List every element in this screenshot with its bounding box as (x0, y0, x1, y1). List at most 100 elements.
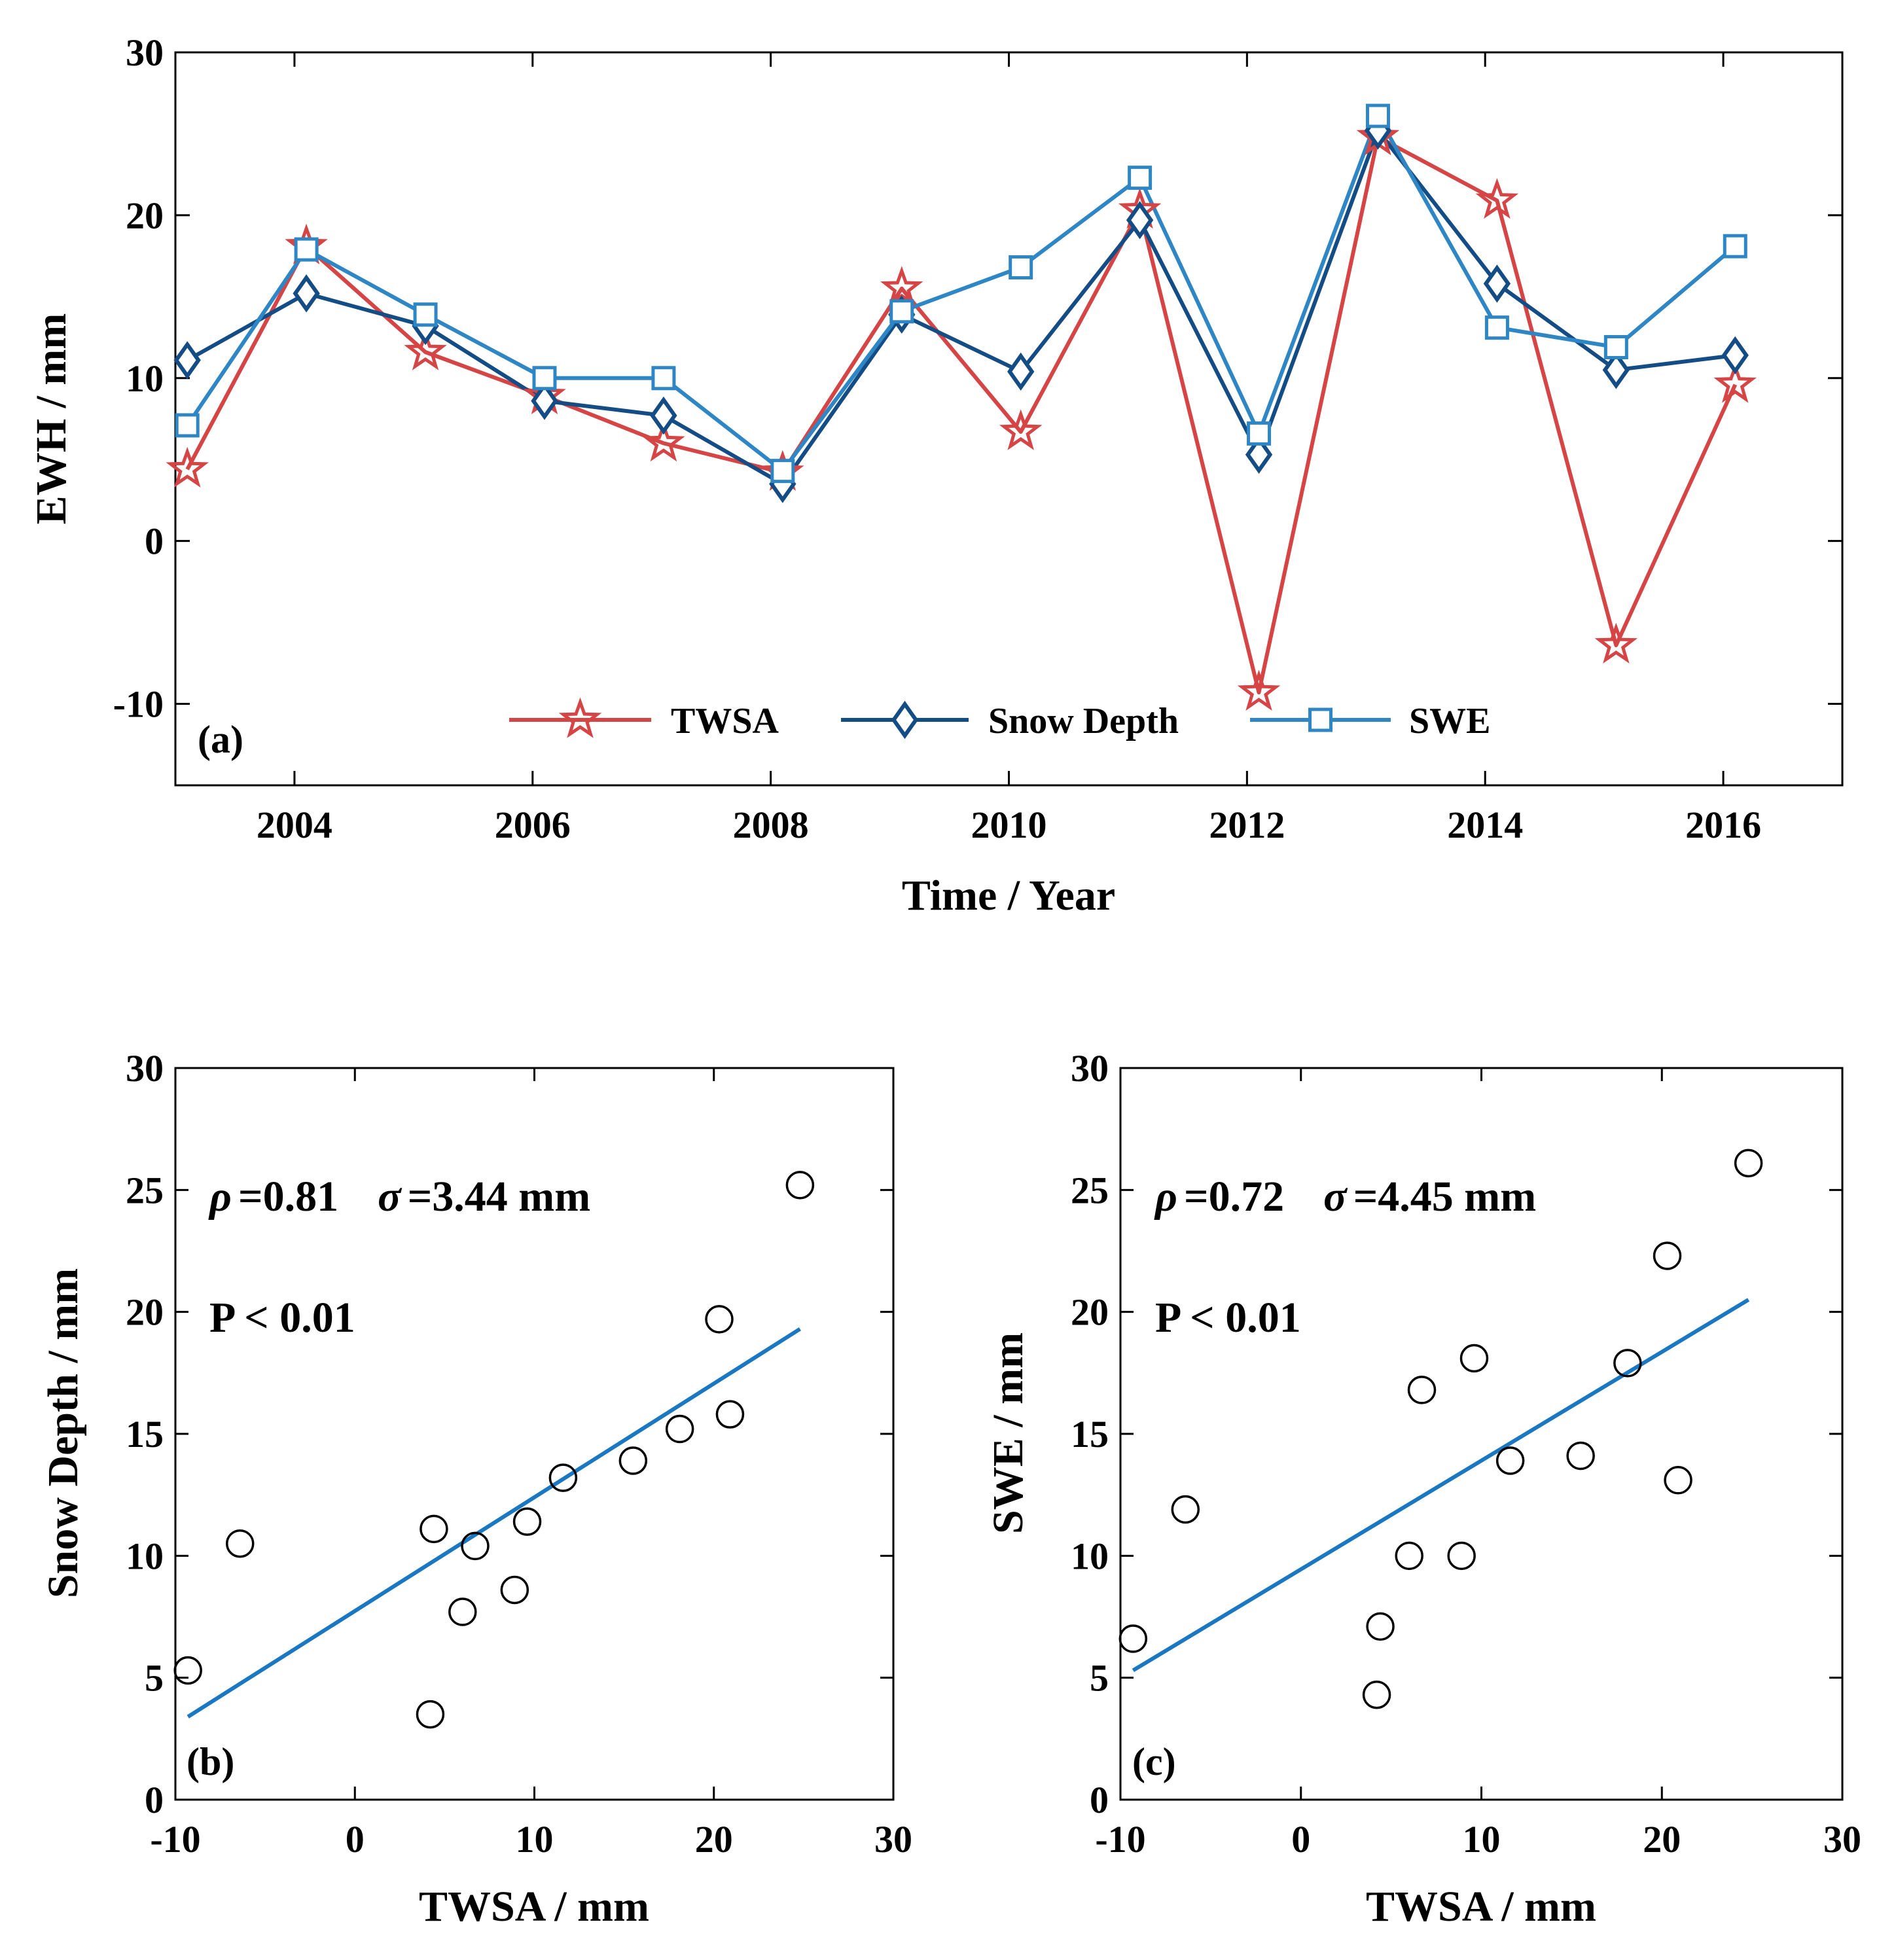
series-line-swe (185, 114, 1737, 473)
y-tick-label: 25 (1071, 1169, 1109, 1211)
y-tick-label: 10 (1071, 1535, 1109, 1577)
time-series-y-axis-label: EWH / mm (27, 313, 75, 525)
panel-label-b: (b) (187, 1740, 234, 1783)
scatter-point (461, 1531, 490, 1561)
time-series-ticks: 2004 2006 2008 2010 2012 2014 2016 -10 0 10 20 30 (113, 31, 1842, 846)
series-line-twsa (185, 135, 1738, 695)
scatter-point (1459, 1344, 1489, 1373)
swe-p-value: P < 0.01 (1155, 1294, 1301, 1342)
y-tick-label: 30 (126, 1047, 164, 1090)
legend-marker-swe (1308, 707, 1333, 732)
panel-label-c: (c) (1132, 1740, 1176, 1783)
panel-label-a: (a) (198, 718, 243, 761)
legend-label-snow-depth: Snow Depth (988, 701, 1179, 741)
scatter-point (1118, 1624, 1148, 1653)
data-point-swe (532, 366, 557, 391)
y-tick-label: 25 (126, 1169, 164, 1211)
y-tick-label: 10 (126, 357, 164, 400)
rho-value: =0.72 (1184, 1173, 1284, 1221)
sigma-value: =4.45 mm (1353, 1173, 1537, 1221)
scatter-point (225, 1529, 255, 1558)
x-tick-label: -10 (1095, 1818, 1145, 1861)
scatter-point (785, 1171, 815, 1200)
data-point-twsa (1475, 178, 1519, 219)
data-point-swe (770, 459, 795, 484)
legend-marker-swe (1308, 707, 1333, 732)
scatter-point (1366, 1612, 1395, 1641)
scatter-point (1495, 1446, 1525, 1475)
y-tick-label: 5 (1090, 1657, 1109, 1700)
time-series-lines (166, 103, 1757, 711)
data-point-swe (651, 366, 676, 391)
data-point-snow-depth (173, 341, 201, 380)
swe-scatter-y-axis-label: SWE / mm (984, 1332, 1032, 1534)
x-tick-label: 2004 (257, 804, 332, 846)
data-point-swe (1365, 103, 1390, 128)
y-tick-label: 0 (1090, 1779, 1109, 1821)
y-tick-label: 20 (126, 194, 164, 237)
snow-depth-scatter-x-axis-label: TWSA / mm (419, 1883, 649, 1931)
y-tick-label: 20 (126, 1291, 164, 1334)
swe-scatter-x-axis-label: TWSA / mm (1366, 1883, 1596, 1931)
data-point-swe (1603, 334, 1628, 359)
sigma-symbol: σ (378, 1173, 402, 1221)
rho-symbol: ρ (208, 1173, 232, 1221)
scatter-point (512, 1507, 542, 1536)
data-point-snow-depth (1483, 264, 1511, 303)
data-point-swe (413, 302, 438, 327)
scatter-point (448, 1597, 477, 1626)
scatter-point (416, 1700, 445, 1729)
data-point-swe (1723, 234, 1747, 258)
legend-marker-twsa (558, 697, 602, 738)
sigma-value: =3.44 mm (408, 1173, 591, 1221)
y-tick-label: 0 (145, 520, 164, 563)
snow-depth-scatter-y-axis-label: Snow Depth / mm (39, 1268, 87, 1598)
legend-label-swe: SWE (1409, 701, 1491, 741)
data-point-snow-depth (1007, 352, 1035, 391)
swe-correlation-annotation: ρ =0.72 σ =4.45 mm (1154, 1173, 1536, 1221)
y-tick-label: 30 (126, 31, 164, 74)
scatter-point (173, 1656, 202, 1685)
snow-depth-p-value: P < 0.01 (209, 1294, 355, 1342)
legend-marker-snow-depth (891, 700, 919, 739)
y-tick-label: 15 (1071, 1413, 1109, 1455)
y-tick-label: 20 (1071, 1291, 1109, 1334)
scatter-point (500, 1575, 529, 1605)
x-tick-label: 2014 (1447, 804, 1523, 846)
scatter-point (715, 1400, 745, 1429)
y-tick-label: 15 (126, 1413, 164, 1455)
scatter-point (618, 1446, 648, 1475)
y-tick-label: 10 (126, 1535, 164, 1577)
time-series-x-axis-label: Time / Year (902, 872, 1115, 919)
rho-symbol: ρ (1154, 1173, 1177, 1221)
data-point-twsa (1237, 669, 1281, 711)
y-tick-label: -10 (113, 683, 164, 726)
data-point-swe (175, 413, 200, 438)
x-tick-label: 2016 (1685, 804, 1761, 846)
x-tick-label: 2012 (1209, 804, 1285, 846)
sigma-symbol: σ (1323, 1173, 1348, 1221)
legend-marker-snow-depth (891, 700, 919, 739)
time-series-legend: TWSA Snow Depth SWE (509, 697, 1491, 741)
x-tick-label: 2006 (495, 804, 571, 846)
series-line-snow-depth (186, 128, 1736, 486)
data-point-snow-depth (531, 382, 558, 420)
data-point-snow-depth (1245, 435, 1273, 474)
scatter-point (1395, 1541, 1423, 1571)
x-tick-label: 0 (346, 1818, 365, 1861)
y-tick-label: 0 (145, 1779, 164, 1821)
x-tick-label: 10 (516, 1818, 554, 1861)
time-series-panel: 2004 2006 2008 2010 2012 2014 2016 -10 0 10 20 30 T… (27, 31, 1844, 919)
regression-line (1132, 1298, 1750, 1673)
scatter-point (665, 1414, 694, 1444)
scatter-point (1407, 1376, 1437, 1404)
data-point-twsa (1594, 622, 1638, 664)
y-tick-label: 5 (145, 1657, 164, 1700)
legend-marker-twsa (558, 697, 602, 738)
data-point-swe (1009, 255, 1033, 280)
scatter-point (1447, 1541, 1476, 1571)
